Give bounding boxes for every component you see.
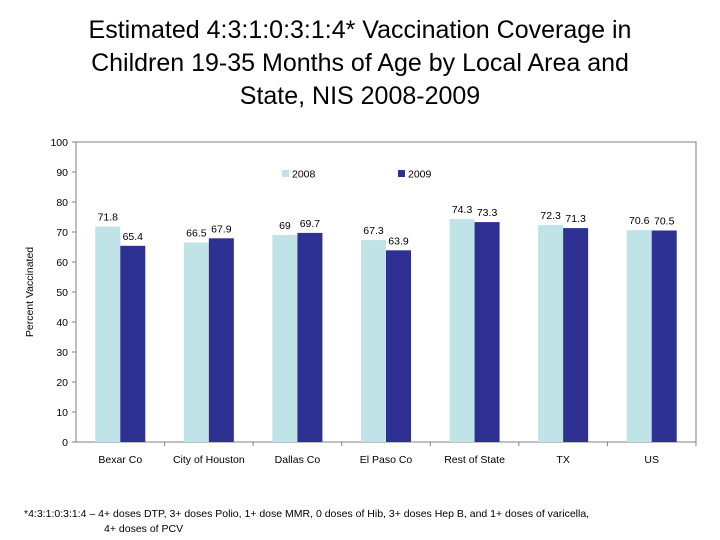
x-category-label: TX [556, 454, 569, 466]
x-category-label: Bexar Co [98, 454, 142, 466]
footnote-line-2: 4+ doses of PCV [104, 523, 184, 535]
title-line-1: Estimated 4:3:1:0:3:1:4* Vaccination Cov… [88, 16, 632, 44]
data-label: 71.8 [98, 212, 119, 224]
data-label: 73.3 [477, 207, 498, 219]
footnote-line-1: *4:3:1:0:3:1:4 – 4+ doses DTP, 3+ doses … [24, 508, 590, 520]
y-tick-label: 50 [56, 287, 68, 299]
data-label: 72.3 [540, 210, 561, 222]
data-label: 74.3 [452, 204, 473, 216]
legend-label-2009: 2009 [408, 169, 432, 181]
data-label: 63.9 [388, 235, 409, 247]
legend-label-2008: 2008 [292, 169, 316, 181]
title-line-2: Children 19-35 Months of Age by Local Ar… [91, 49, 629, 77]
y-tick-label: 90 [56, 167, 68, 179]
data-label: 69.7 [300, 218, 321, 230]
legend-swatch-2008 [282, 170, 289, 177]
y-tick-label: 10 [56, 407, 68, 419]
bar-2008-0 [95, 226, 121, 442]
y-tick-label: 0 [62, 437, 68, 449]
y-tick-label: 20 [56, 377, 68, 389]
y-tick-label: 30 [56, 347, 68, 359]
bar-chart: 0 10 20 30 40 50 60 70 80 90 100 Percent Vaccinated… [24, 137, 697, 466]
bar-2008-3 [361, 240, 386, 442]
x-category-label: City of Houston [173, 454, 245, 466]
y-tick-label: 40 [56, 317, 68, 329]
bar-2009-5 [563, 228, 589, 442]
bar-2009-1 [208, 238, 234, 442]
y-axis-label: Percent Vaccinated [24, 247, 36, 337]
data-label: 67.3 [363, 225, 384, 237]
bar-2008-5 [538, 225, 564, 442]
bar-2008-2 [272, 235, 298, 442]
slide-title: Estimated 4:3:1:0:3:1:4* Vaccination Cov… [20, 14, 700, 113]
data-label: 70.6 [629, 215, 650, 227]
y-tick-label: 100 [50, 137, 68, 149]
data-label: 71.3 [565, 213, 586, 225]
bar-2009-3 [386, 250, 411, 442]
data-label: 65.4 [123, 231, 144, 243]
x-category-label: US [644, 454, 659, 466]
x-category-label: Dallas Co [275, 454, 321, 466]
bar-2009-0 [120, 245, 146, 442]
legend-swatch-2009 [398, 170, 405, 177]
data-label: 67.9 [211, 223, 232, 235]
y-tick-label: 80 [56, 197, 68, 209]
footnote: *4:3:1:0:3:1:4 – 4+ doses DTP, 3+ doses … [24, 507, 704, 537]
data-label: 70.5 [654, 216, 675, 228]
data-label: 66.5 [186, 228, 207, 240]
bar-2009-4 [474, 222, 500, 442]
data-label: 69 [279, 220, 291, 232]
bar-2008-4 [449, 219, 475, 442]
x-category-label: El Paso Co [360, 454, 413, 466]
x-category-label: Rest of State [444, 454, 505, 466]
bar-2009-2 [297, 232, 323, 442]
bar-2008-6 [626, 230, 652, 442]
y-tick-label: 60 [56, 257, 68, 269]
bar-2008-1 [183, 242, 209, 442]
y-tick-label: 70 [56, 227, 68, 239]
title-line-3: State, NIS 2008-2009 [239, 82, 481, 110]
bar-2009-6 [651, 230, 677, 442]
